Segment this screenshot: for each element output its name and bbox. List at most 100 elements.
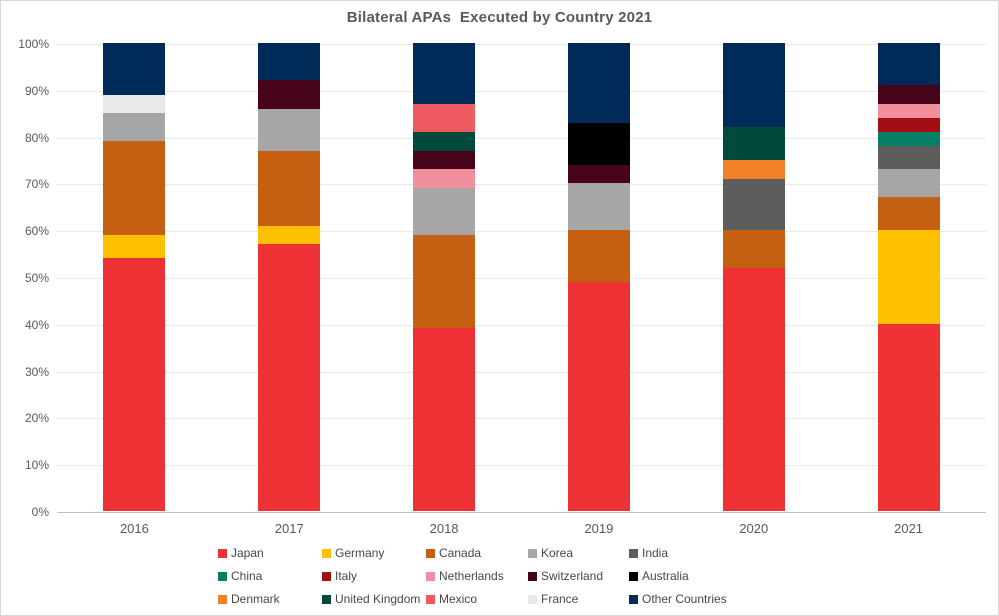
y-axis-tick-label: 20% <box>24 411 49 426</box>
y-axis-tick-label: 40% <box>24 317 49 332</box>
legend-label: Other Countries <box>642 592 727 606</box>
legend-item-canada: Canada <box>426 547 481 560</box>
bar-segment-other-countries <box>103 43 166 95</box>
legend-label: China <box>231 569 263 583</box>
legend-item-netherlands: Netherlands <box>426 570 504 583</box>
bar-segment-korea <box>258 108 321 151</box>
legend-swatch-icon <box>218 572 227 581</box>
bar-2021 <box>877 43 940 511</box>
legend-label: Switzerland <box>541 569 604 583</box>
gridline <box>57 418 986 420</box>
y-axis-tick-label: 100% <box>18 37 49 51</box>
legend-swatch-icon <box>322 572 331 581</box>
legend-item-india: India <box>629 547 668 560</box>
bar-segment-japan <box>413 328 476 511</box>
gridline <box>57 137 986 139</box>
bar-segment-canada <box>258 150 321 226</box>
gridline <box>57 371 986 373</box>
gridline <box>57 44 986 45</box>
bar-segment-other-countries <box>877 43 940 86</box>
legend-label: United Kingdom <box>335 592 421 606</box>
x-axis-tick-label: 2018 <box>429 521 459 536</box>
legend-swatch-icon <box>426 572 435 581</box>
legend-label: Australia <box>642 569 689 583</box>
bar-segment-india <box>877 146 940 170</box>
gridline <box>57 278 986 279</box>
bar-segment-switzerland <box>877 85 940 104</box>
gridline <box>57 184 986 186</box>
gridline <box>57 231 986 233</box>
gridline <box>57 324 986 326</box>
legend-swatch-icon <box>528 572 537 581</box>
legend-swatch-icon <box>218 549 227 558</box>
bar-segment-australia <box>567 122 630 165</box>
bar-segment-netherlands <box>413 169 476 189</box>
legend-swatch-icon <box>629 595 638 604</box>
legend-swatch-icon <box>322 549 331 558</box>
legend-swatch-icon <box>528 595 537 604</box>
legend-label: Mexico <box>439 592 478 606</box>
bar-segment-united-kingdom <box>413 131 476 151</box>
legend-swatch-icon <box>426 595 435 604</box>
x-axis-tick-label: 2020 <box>739 521 769 536</box>
bar-segment-switzerland <box>258 80 321 109</box>
x-axis-tick-label: 2016 <box>119 521 149 536</box>
bar-segment-canada <box>103 141 166 235</box>
legend-swatch-icon <box>426 549 435 558</box>
legend-item-other-countries: Other Countries <box>629 593 727 606</box>
legend-label: France <box>541 592 579 606</box>
bar-segment-korea <box>103 113 166 142</box>
legend-swatch-icon <box>218 595 227 604</box>
bar-segment-canada <box>722 230 785 268</box>
bar-segment-japan <box>877 323 940 511</box>
bar-segment-germany <box>258 225 321 245</box>
bar-segment-switzerland <box>413 150 476 170</box>
y-axis-tick-label: 80% <box>24 130 49 145</box>
legend-item-united-kingdom: United Kingdom <box>322 593 420 606</box>
bar-segment-germany <box>877 230 940 324</box>
bar-segment-korea <box>877 169 940 198</box>
legend-item-france: France <box>528 593 578 606</box>
legend-swatch-icon <box>629 549 638 558</box>
legend-item-korea: Korea <box>528 547 573 560</box>
chart-title: Bilateral APAs Executed by Country 2021 <box>346 9 653 26</box>
legend-item-mexico: Mexico <box>426 593 477 606</box>
bar-segment-korea <box>567 183 630 231</box>
bar-segment-india <box>722 178 785 231</box>
x-axis-tick-label: 2017 <box>274 521 304 536</box>
legend-swatch-icon <box>322 595 331 604</box>
bar-2020 <box>722 43 785 511</box>
legend-item-italy: Italy <box>322 570 357 583</box>
bar-segment-canada <box>567 230 630 282</box>
y-axis-tick-label: 0% <box>31 505 49 519</box>
bar-segment-other-countries <box>722 43 785 128</box>
legend-item-australia: Australia <box>629 570 689 583</box>
legend-label: India <box>642 546 669 560</box>
bar-2018 <box>413 43 476 511</box>
x-axis-tick-label: 2021 <box>894 521 924 536</box>
gridline <box>57 90 986 92</box>
legend-label: Italy <box>335 569 358 583</box>
bar-segment-canada <box>877 197 940 231</box>
y-axis-tick-label: 50% <box>24 271 49 285</box>
bar-segment-china <box>877 131 940 146</box>
plot-area: 2016 2017 2018 2019 2020 2021 <box>57 43 986 536</box>
legend-label: Denmark <box>231 592 280 606</box>
y-axis-tick-label: 60% <box>24 224 49 239</box>
bar-segment-denmark <box>722 160 785 179</box>
bar-segment-netherlands <box>877 103 940 118</box>
bar-2019 <box>567 43 630 511</box>
bar-segment-italy <box>877 117 940 132</box>
gridline <box>57 465 986 467</box>
legend-label: Japan <box>231 546 264 560</box>
bar-segment-canada <box>413 234 476 329</box>
bar-segment-mexico <box>413 103 476 132</box>
legend-item-germany: Germany <box>322 547 384 560</box>
bar-2017 <box>258 43 321 511</box>
bar-segment-japan <box>258 244 321 511</box>
x-axis-tick-label: 2019 <box>584 521 614 536</box>
legend-item-japan: Japan <box>218 547 264 560</box>
legend-label: Germany <box>335 546 385 560</box>
y-axis-tick-label: 90% <box>24 83 49 98</box>
